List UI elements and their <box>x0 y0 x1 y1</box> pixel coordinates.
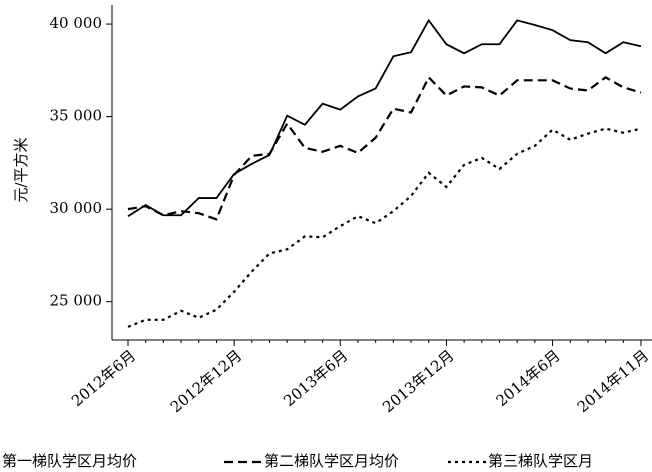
legend-label: 第三梯队学区月 <box>488 452 593 470</box>
y-tick-label: 35 000 <box>50 107 103 125</box>
series-line <box>127 75 642 221</box>
y-tick-label: 30 000 <box>50 199 103 217</box>
y-axis-label: 元/平方米 <box>12 137 30 202</box>
x-tick-label: 2013年12月 <box>379 346 457 416</box>
y-tick-label: 40 000 <box>50 14 103 32</box>
y-tick-label: 25 000 <box>50 292 103 310</box>
legend-label: 第二梯队学区月均价 <box>264 452 399 470</box>
series-line <box>127 18 642 217</box>
x-tick-label: 2012年12月 <box>167 346 245 416</box>
x-tick-label: 2013年6月 <box>280 346 351 410</box>
x-tick-label: 2014年6月 <box>493 346 564 410</box>
x-tick-label: 2012年6月 <box>68 346 139 410</box>
x-tick-label: 2014年11月 <box>574 346 652 416</box>
series-line <box>127 127 642 328</box>
legend-label: 第一梯队学区月均价 <box>2 452 137 470</box>
